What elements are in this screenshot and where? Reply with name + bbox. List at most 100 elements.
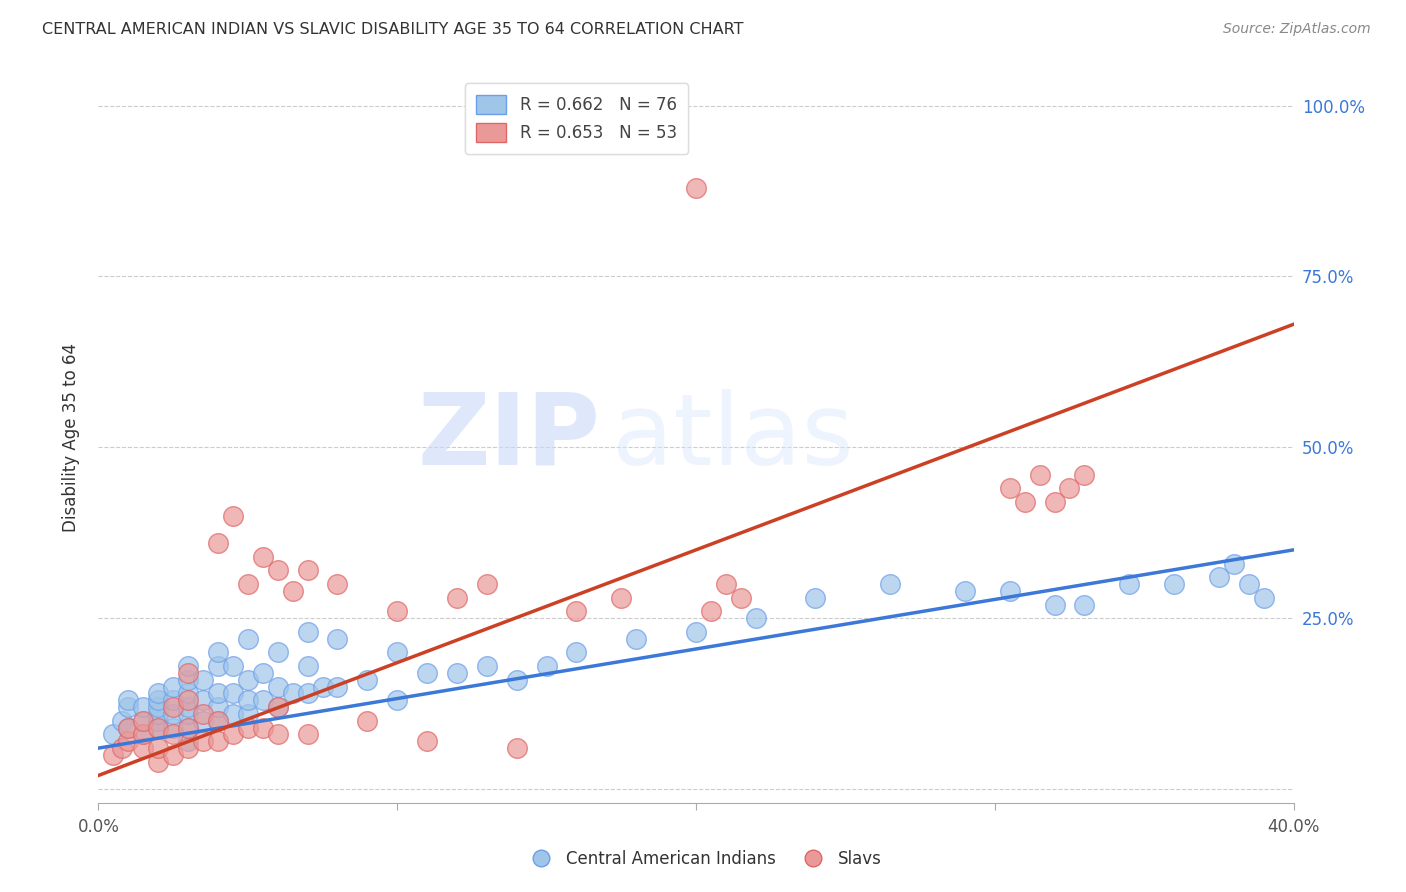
Point (267, 700, 290, 714)
Point (177, 686, 200, 700)
Point (1014, 495, 1036, 509)
Point (148, 721, 170, 735)
Point (267, 700, 290, 714)
Point (162, 721, 184, 735)
Point (610, 591, 633, 605)
Point (191, 706, 214, 721)
Point (103, 727, 125, 741)
Point (132, 741, 155, 756)
Point (506, 673, 529, 687)
Point (879, 577, 901, 591)
Point (177, 700, 200, 714)
Point (177, 706, 200, 721)
Point (148, 706, 170, 721)
Point (267, 727, 290, 741)
Point (416, 734, 439, 748)
Point (446, 665, 468, 680)
Legend: R = 0.662   N = 76, R = 0.653   N = 53: R = 0.662 N = 76, R = 0.653 N = 53 (464, 83, 689, 153)
Point (236, 706, 259, 721)
Point (1223, 557, 1246, 571)
Point (475, 659, 498, 673)
Point (222, 508, 245, 523)
Point (236, 721, 259, 735)
Point (132, 700, 155, 714)
Point (236, 693, 259, 707)
Point (117, 693, 139, 707)
Point (207, 714, 229, 728)
Point (177, 665, 200, 680)
Point (148, 755, 170, 769)
Point (326, 680, 349, 694)
Point (132, 727, 155, 741)
Point (132, 727, 155, 741)
Point (177, 673, 200, 687)
Point (565, 645, 588, 659)
Point (162, 693, 184, 707)
Point (177, 693, 200, 707)
Point (148, 721, 170, 735)
Point (1118, 577, 1140, 591)
Point (385, 604, 409, 618)
Point (998, 481, 1021, 495)
Point (162, 727, 184, 741)
Point (1043, 598, 1066, 612)
Point (1043, 495, 1066, 509)
Point (252, 549, 274, 564)
Point (1028, 467, 1050, 482)
Point (132, 714, 155, 728)
Point (117, 721, 139, 735)
Point (953, 583, 976, 598)
Point (252, 721, 274, 735)
Point (267, 645, 290, 659)
Point (222, 706, 245, 721)
Point (111, 714, 134, 728)
Point (207, 645, 229, 659)
Point (207, 536, 229, 550)
Point (207, 734, 229, 748)
Point (222, 727, 245, 741)
Point (536, 659, 558, 673)
Point (148, 686, 170, 700)
Point (236, 632, 259, 646)
Point (804, 591, 827, 605)
Point (356, 714, 378, 728)
Point (626, 632, 648, 646)
Point (311, 680, 333, 694)
Point (148, 741, 170, 756)
Point (685, 624, 707, 639)
Point (745, 611, 768, 625)
Point (475, 577, 498, 591)
Point (222, 659, 245, 673)
Legend: Central American Indians, Slavs: Central American Indians, Slavs (517, 844, 889, 875)
Point (207, 659, 229, 673)
Point (281, 583, 304, 598)
Point (1059, 481, 1081, 495)
Point (297, 659, 319, 673)
Point (117, 700, 139, 714)
Text: CENTRAL AMERICAN INDIAN VS SLAVIC DISABILITY AGE 35 TO 64 CORRELATION CHART: CENTRAL AMERICAN INDIAN VS SLAVIC DISABI… (42, 22, 744, 37)
Point (297, 624, 319, 639)
Point (162, 680, 184, 694)
Text: ZIP: ZIP (418, 389, 600, 485)
Point (162, 706, 184, 721)
Point (236, 577, 259, 591)
Point (236, 673, 259, 687)
Text: atlas: atlas (613, 389, 853, 485)
Point (998, 583, 1021, 598)
Text: Source: ZipAtlas.com: Source: ZipAtlas.com (1223, 22, 1371, 37)
Point (281, 686, 304, 700)
Point (207, 686, 229, 700)
Point (1237, 577, 1260, 591)
Point (506, 741, 529, 756)
Point (385, 645, 409, 659)
Point (191, 734, 214, 748)
Point (177, 721, 200, 735)
Point (1073, 598, 1095, 612)
Point (148, 693, 170, 707)
Point (326, 632, 349, 646)
Point (416, 665, 439, 680)
Point (1163, 577, 1185, 591)
Point (117, 734, 139, 748)
Point (162, 700, 184, 714)
Point (730, 591, 752, 605)
